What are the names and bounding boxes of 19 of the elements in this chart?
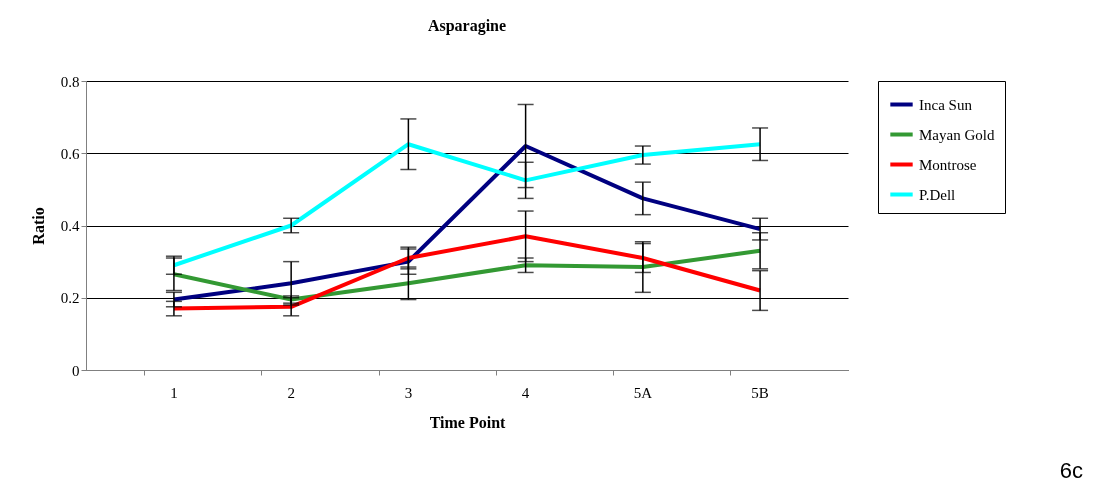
y-tick-label: 0.8 (60, 73, 80, 90)
x-axis-title: Time Point (429, 413, 507, 431)
x-tick-label: 5A (633, 384, 653, 401)
legend-label: Mayan Gold (919, 126, 995, 143)
y-axis-title: Ratio (29, 207, 47, 245)
x-tick-label: 1 (170, 384, 178, 401)
legend-label: Montrose (919, 156, 977, 173)
x-tick-label: 5B (751, 384, 769, 401)
y-tick-label: 0.6 (60, 145, 80, 162)
x-tick-label: 2 (287, 384, 295, 401)
x-tick-label: 4 (521, 384, 530, 401)
y-tick-label: 0 (72, 362, 80, 379)
y-tick-label: 0.2 (60, 290, 80, 307)
chart-title: Asparagine (427, 17, 507, 35)
legend-label: Inca Sun (919, 96, 973, 113)
text: 6c (1059, 458, 1083, 484)
y-tick-label: 0.4 (60, 218, 80, 234)
legend-label: P.Dell (919, 186, 956, 203)
x-tick-label: 3 (404, 384, 413, 401)
